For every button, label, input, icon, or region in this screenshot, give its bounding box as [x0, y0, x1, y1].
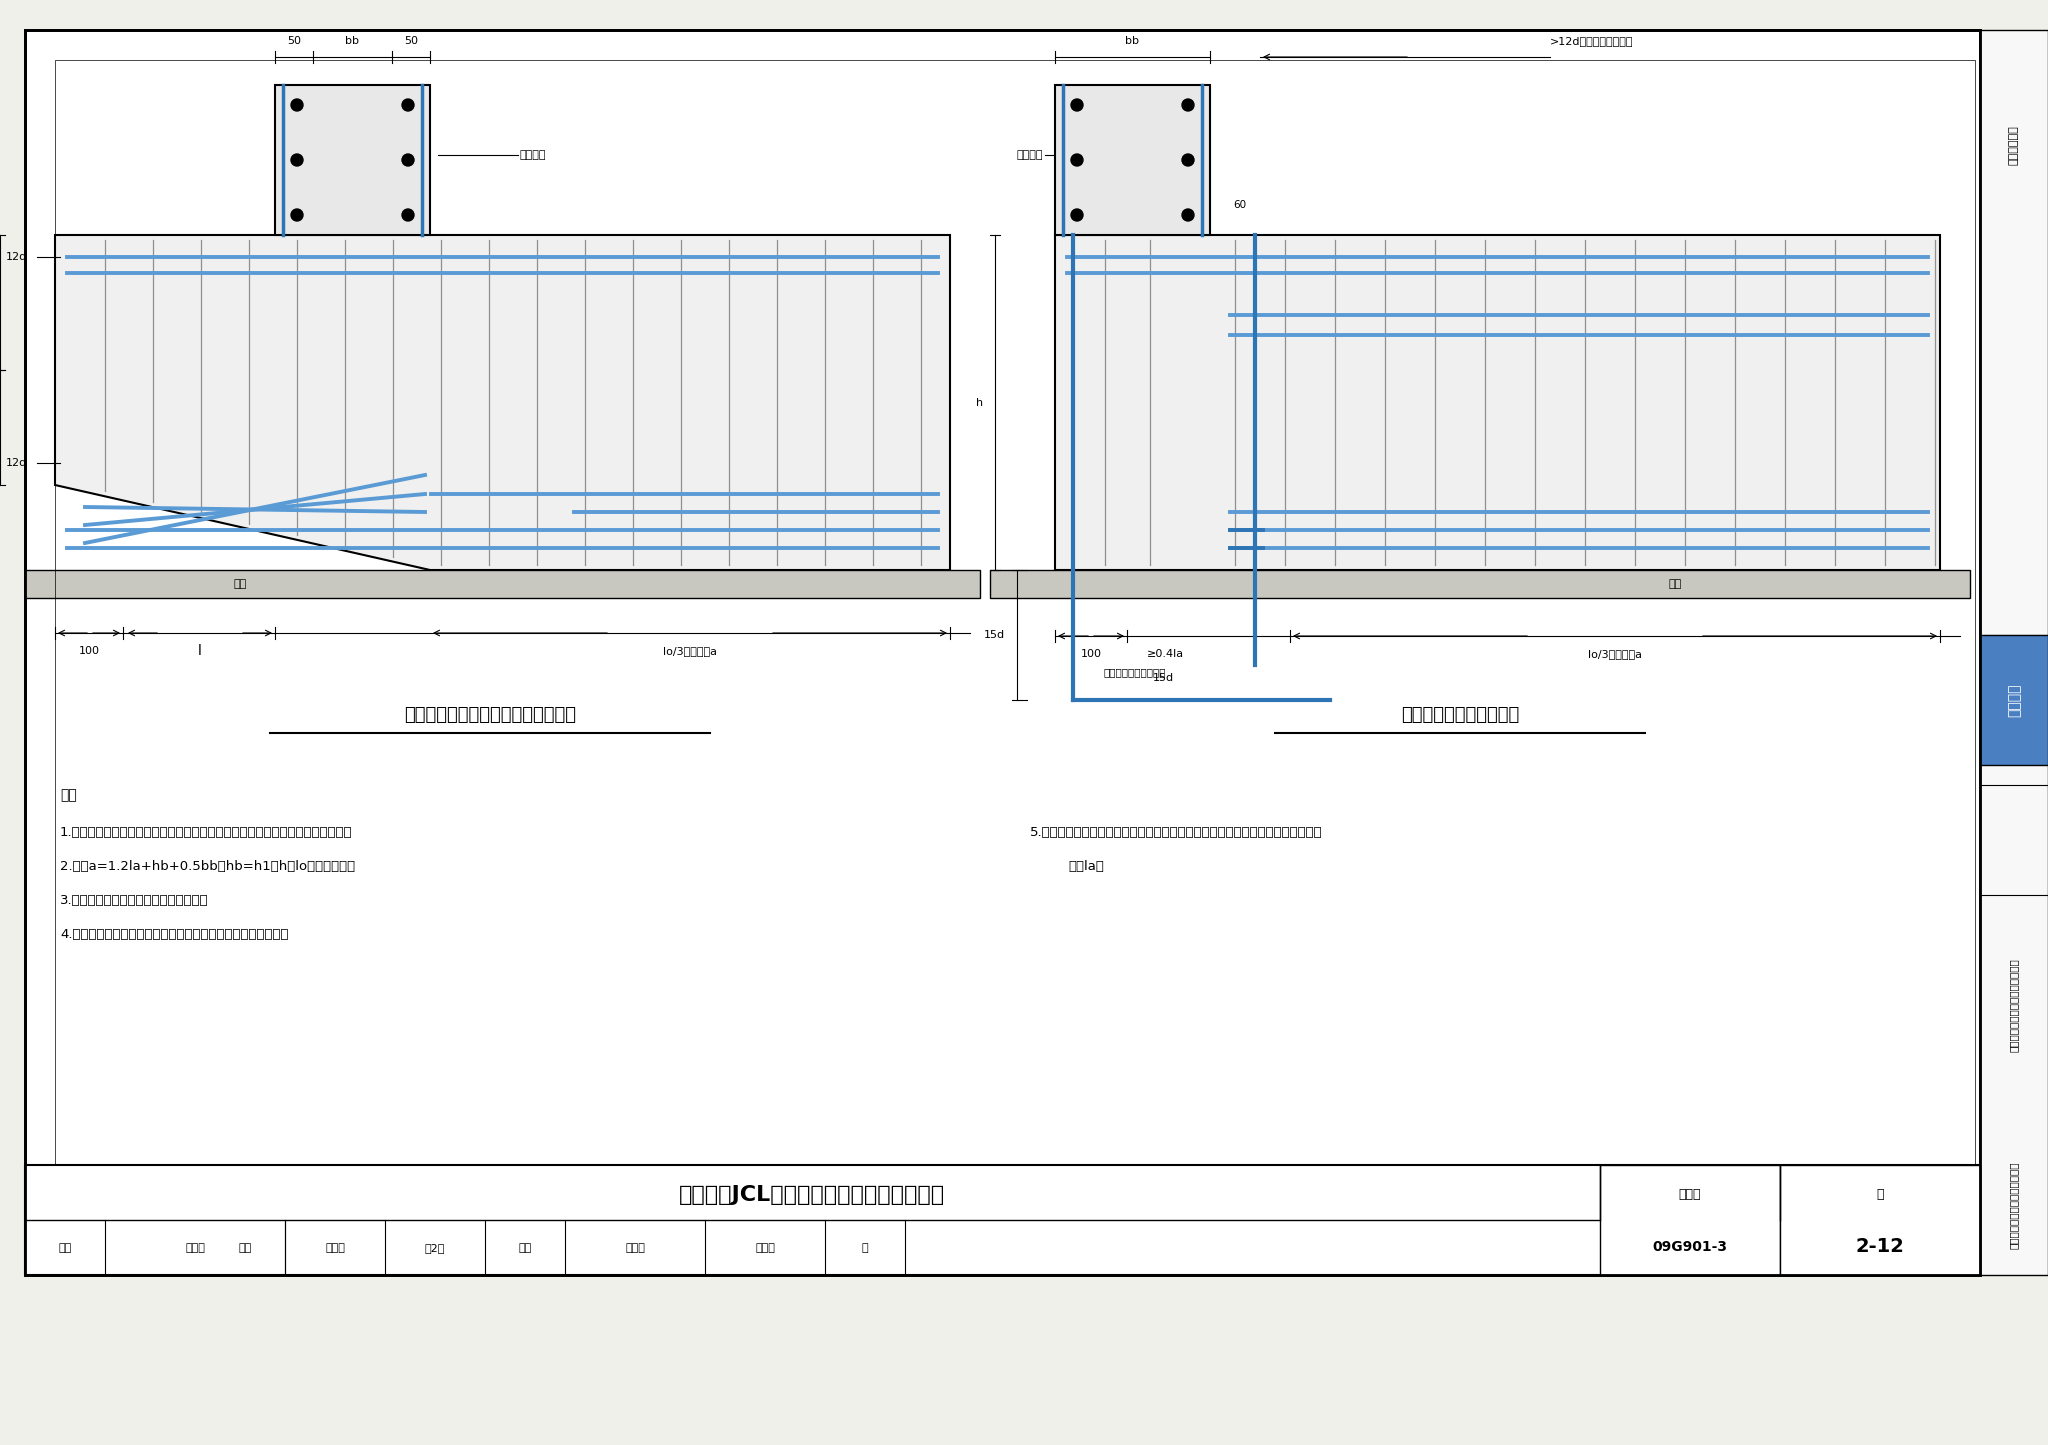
- Bar: [1055, 236, 1939, 569]
- Text: 50: 50: [403, 36, 418, 46]
- Text: 页: 页: [862, 1243, 868, 1253]
- Text: 60: 60: [1233, 199, 1247, 210]
- Text: 垫层: 垫层: [233, 579, 246, 590]
- Text: 独立基础、条形基础、桩基承台: 独立基础、条形基础、桩基承台: [2009, 1162, 2019, 1248]
- Bar: [1980, 30, 2048, 1274]
- Bar: [989, 569, 1970, 598]
- Text: 垫层: 垫层: [1669, 579, 1681, 590]
- Text: 设计: 设计: [518, 1243, 532, 1253]
- Circle shape: [1182, 155, 1194, 166]
- Polygon shape: [55, 236, 950, 569]
- Bar: [25, 30, 1980, 1274]
- Text: 50: 50: [287, 36, 301, 46]
- Bar: [25, 569, 981, 598]
- Text: 伸至梁端箍内侧并弯钩: 伸至梁端箍内侧并弯钩: [1104, 668, 1165, 678]
- Circle shape: [291, 155, 303, 166]
- Bar: [1599, 1165, 1780, 1274]
- Text: bb: bb: [344, 36, 358, 46]
- Bar: [274, 85, 430, 236]
- Bar: [25, 1165, 1980, 1274]
- Bar: [1780, 1165, 1980, 1274]
- Text: 校对: 校对: [238, 1243, 252, 1253]
- Circle shape: [291, 210, 303, 221]
- Bar: [25, 30, 1980, 1274]
- Circle shape: [1182, 100, 1194, 111]
- Text: 筏形基础、箱形基础和地下室结构: 筏形基础、箱形基础和地下室结构: [2009, 958, 2019, 1052]
- Text: 3.节点区域内箍筋设置同梁端箍筋设置。: 3.节点区域内箍筋设置同梁端箍筋设置。: [59, 894, 209, 907]
- Text: 2-12: 2-12: [1855, 1237, 1905, 1257]
- Text: bb: bb: [1124, 36, 1139, 46]
- Text: 100: 100: [78, 646, 100, 656]
- Text: h: h: [977, 397, 983, 407]
- Text: 100: 100: [1081, 649, 1102, 659]
- Text: lo/3且不小于a: lo/3且不小于a: [1587, 649, 1642, 659]
- Text: 端部无外伸钢筋排布构造: 端部无外伸钢筋排布构造: [1401, 707, 1520, 724]
- Text: 黄志刚: 黄志刚: [184, 1243, 205, 1253]
- Text: >12d且至少伸过梁中线: >12d且至少伸过梁中线: [1550, 36, 1634, 46]
- Text: 09G901-3: 09G901-3: [1653, 1240, 1729, 1254]
- Text: 基础主梁: 基础主梁: [1016, 150, 1042, 160]
- Text: 15d: 15d: [1153, 673, 1174, 683]
- Text: 端部变截面外伸钢筋排布构造（二）: 端部变截面外伸钢筋排布构造（二）: [403, 707, 575, 724]
- Text: 张2文: 张2文: [424, 1243, 444, 1253]
- Text: 审核: 审核: [59, 1243, 72, 1253]
- Bar: [55, 61, 1974, 1165]
- Text: ≥0.4la: ≥0.4la: [1147, 649, 1184, 659]
- Text: 注：: 注：: [59, 788, 76, 802]
- Text: 孙怀之: 孙怀之: [756, 1243, 774, 1253]
- Bar: [1055, 85, 1210, 236]
- Circle shape: [401, 155, 414, 166]
- Text: 一般构造规定: 一般构造规定: [2009, 126, 2019, 165]
- Circle shape: [401, 210, 414, 221]
- Bar: [1980, 634, 2048, 764]
- Text: 基础次梁JCL端部及外伸部位钢筋排布构造: 基础次梁JCL端部及外伸部位钢筋排布构造: [680, 1185, 944, 1205]
- Text: 筏形基础: 筏形基础: [2007, 683, 2021, 717]
- Text: lo/3且不小于a: lo/3且不小于a: [664, 646, 717, 656]
- Text: 1.当外伸部位底部纵筋配置多于两排时，从第三排起的延伸长度应由设计者注明。: 1.当外伸部位底部纵筋配置多于两排时，从第三排起的延伸长度应由设计者注明。: [59, 827, 352, 840]
- Circle shape: [1071, 155, 1083, 166]
- Text: 12d: 12d: [6, 251, 27, 262]
- Text: 张工文: 张工文: [326, 1243, 344, 1253]
- Text: 15d: 15d: [983, 630, 1006, 640]
- Circle shape: [291, 100, 303, 111]
- Circle shape: [401, 100, 414, 111]
- Text: 王怀元: 王怀元: [625, 1243, 645, 1253]
- Text: 12d: 12d: [6, 458, 27, 468]
- Text: 小于la。: 小于la。: [1067, 861, 1104, 873]
- Circle shape: [1071, 100, 1083, 111]
- Circle shape: [1071, 210, 1083, 221]
- Text: 2.图中a=1.2la+hb+0.5bb，hb=h1或h，lo为边跨跨度。: 2.图中a=1.2la+hb+0.5bb，hb=h1或h，lo为边跨跨度。: [59, 861, 354, 873]
- Text: l: l: [199, 644, 203, 657]
- Text: 4.基础主梁相交处的交叉钢筋的位置关系，应按具体设计说明。: 4.基础主梁相交处的交叉钢筋的位置关系，应按具体设计说明。: [59, 929, 289, 942]
- Text: 页: 页: [1876, 1188, 1884, 1201]
- Text: 图集号: 图集号: [1679, 1188, 1702, 1201]
- Text: 5.如果设计标明基础梁侧面钢筋为抗扭钢筋时，自梁边开始伸入支座的锚固长度不: 5.如果设计标明基础梁侧面钢筋为抗扭钢筋时，自梁边开始伸入支座的锚固长度不: [1030, 827, 1323, 840]
- Text: 基础主梁: 基础主梁: [520, 150, 547, 160]
- Circle shape: [1182, 210, 1194, 221]
